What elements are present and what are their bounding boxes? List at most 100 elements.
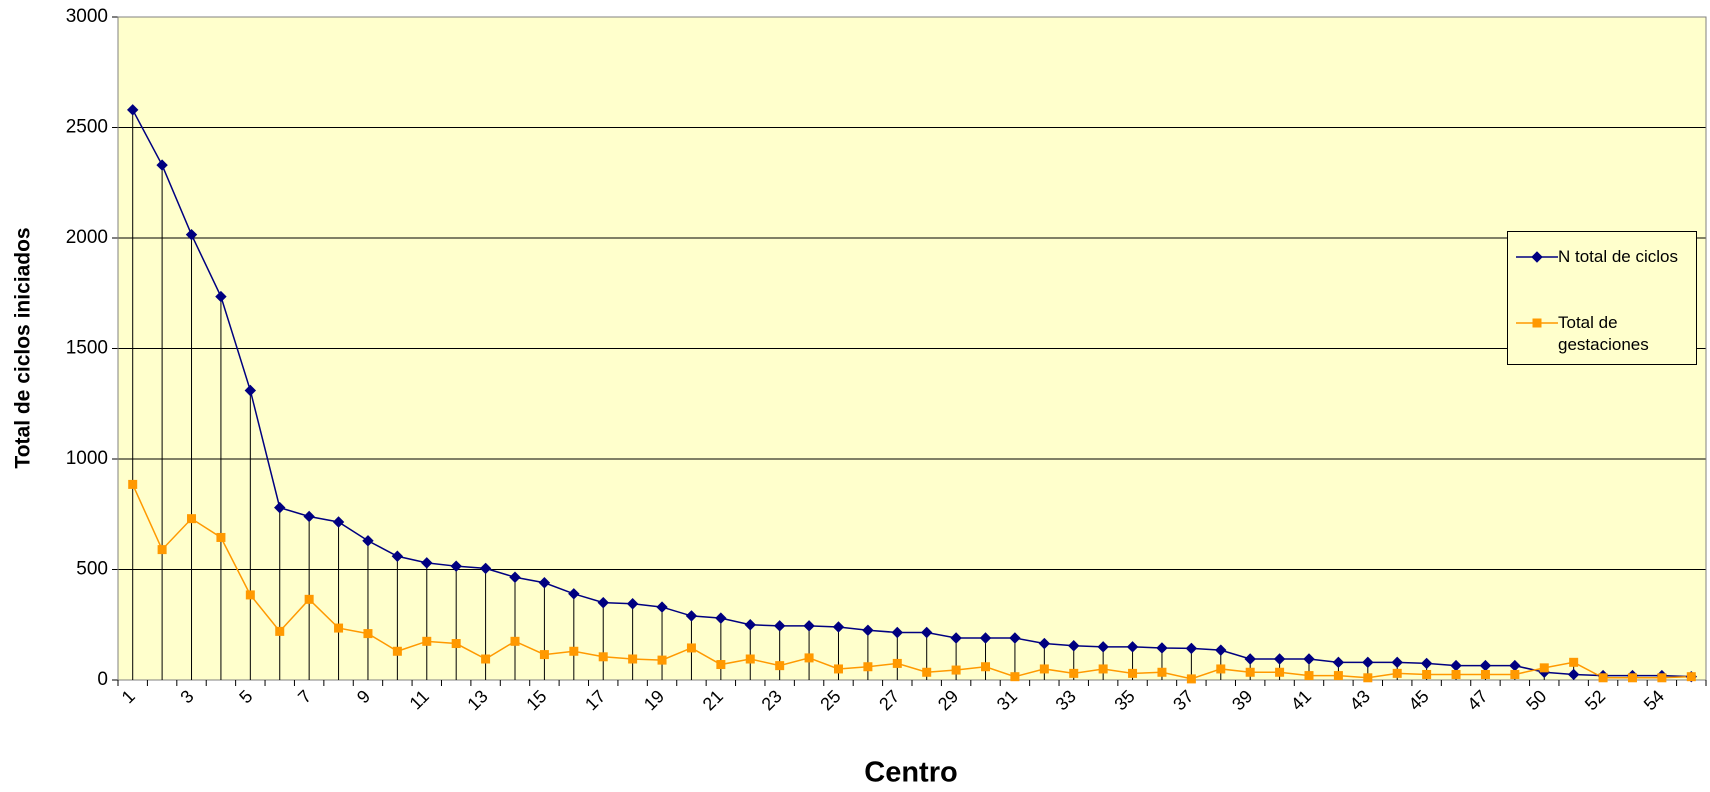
- data-point: [804, 653, 814, 663]
- data-point: [1686, 672, 1696, 682]
- data-point: [1657, 673, 1667, 683]
- data-point: [1539, 663, 1549, 673]
- data-point: [185, 228, 198, 241]
- data-point: [1510, 669, 1520, 679]
- legend-marker: [1532, 318, 1542, 328]
- data-point: [1451, 669, 1461, 679]
- legend: N total de ciclos Total de gestaciones: [1507, 231, 1697, 365]
- y-tick-label: 2500: [66, 117, 108, 138]
- legend-marker: [1531, 251, 1543, 263]
- data-point: [392, 646, 402, 656]
- x-tick-label: 13: [463, 686, 491, 714]
- data-point: [1567, 668, 1580, 681]
- x-tick-label: 47: [1463, 686, 1491, 714]
- data-point: [981, 662, 991, 672]
- data-point: [745, 654, 755, 664]
- data-point: [597, 596, 609, 609]
- data-point: [1275, 667, 1285, 677]
- data-point: [244, 384, 257, 397]
- data-point: [1420, 657, 1433, 670]
- data-point: [979, 632, 992, 644]
- x-tick-label: 19: [640, 686, 668, 714]
- data-point: [1097, 641, 1109, 653]
- x-tick-label: 17: [581, 686, 609, 714]
- data-point: [391, 550, 404, 562]
- data-point: [1304, 671, 1314, 681]
- data-point: [274, 501, 286, 514]
- data-point: [479, 562, 492, 575]
- x-tick-label: 45: [1405, 686, 1433, 714]
- data-point: [1273, 653, 1286, 665]
- data-point: [1598, 673, 1608, 683]
- legend-swatch: [1516, 251, 1558, 263]
- data-point: [775, 661, 785, 671]
- data-point: [892, 658, 902, 668]
- x-tick-label: 27: [875, 686, 903, 714]
- data-point: [773, 620, 786, 632]
- x-tick-label: 35: [1110, 686, 1138, 714]
- data-point: [422, 636, 432, 646]
- data-point: [216, 532, 226, 542]
- data-point: [481, 654, 491, 664]
- data-point: [215, 290, 227, 303]
- data-point: [332, 516, 345, 528]
- data-point: [920, 626, 933, 639]
- data-point: [863, 662, 873, 672]
- legend-item: N total de ciclos: [1516, 246, 1698, 268]
- data-point: [1098, 664, 1108, 674]
- data-point: [1215, 644, 1227, 656]
- data-point: [126, 104, 139, 116]
- data-point: [539, 650, 549, 660]
- data-point: [1363, 673, 1373, 683]
- data-point: [657, 655, 667, 665]
- data-point: [275, 626, 285, 636]
- data-point: [363, 629, 373, 639]
- y-tick-label: 3000: [66, 6, 108, 27]
- y-tick-label: 1000: [66, 448, 108, 469]
- legend-swatch: [1516, 318, 1558, 328]
- data-point: [862, 624, 874, 636]
- data-point: [716, 660, 726, 670]
- data-point: [303, 510, 315, 523]
- data-point: [1332, 656, 1345, 669]
- data-point: [832, 621, 845, 633]
- data-point: [1069, 668, 1079, 678]
- data-point: [891, 626, 904, 639]
- data-point: [628, 654, 638, 664]
- data-point: [157, 545, 167, 555]
- x-tick-label: 23: [758, 686, 786, 714]
- legend-label: N total de ciclos: [1558, 247, 1678, 266]
- x-tick-label: 33: [1052, 686, 1080, 714]
- data-point: [187, 514, 197, 524]
- x-tick-label: 54: [1640, 686, 1668, 714]
- x-tick-label: 21: [699, 686, 727, 714]
- data-point: [156, 159, 168, 171]
- x-tick-label: 1: [118, 686, 139, 707]
- data-point: [598, 652, 608, 662]
- data-point: [951, 665, 961, 675]
- series-line: [132, 484, 1692, 680]
- data-point: [1156, 642, 1168, 654]
- y-tick-label: 500: [76, 559, 108, 580]
- x-tick-label: 25: [816, 686, 844, 714]
- data-point: [744, 619, 756, 631]
- x-tick-label: 37: [1169, 686, 1197, 714]
- data-point: [538, 577, 551, 589]
- data-point: [450, 560, 462, 572]
- data-point: [686, 643, 696, 653]
- data-point: [803, 620, 815, 632]
- data-point: [451, 639, 461, 649]
- x-tick-label: 41: [1287, 686, 1315, 714]
- data-point: [656, 601, 668, 613]
- data-point: [245, 590, 255, 600]
- data-point: [568, 588, 580, 600]
- data-point: [1010, 672, 1020, 682]
- data-point: [833, 664, 843, 674]
- data-point: [334, 623, 344, 633]
- x-tick-label: 5: [235, 686, 256, 707]
- data-point: [1038, 637, 1051, 650]
- data-point: [1157, 667, 1167, 677]
- y-tick-label: 0: [97, 669, 108, 690]
- data-point: [922, 667, 932, 677]
